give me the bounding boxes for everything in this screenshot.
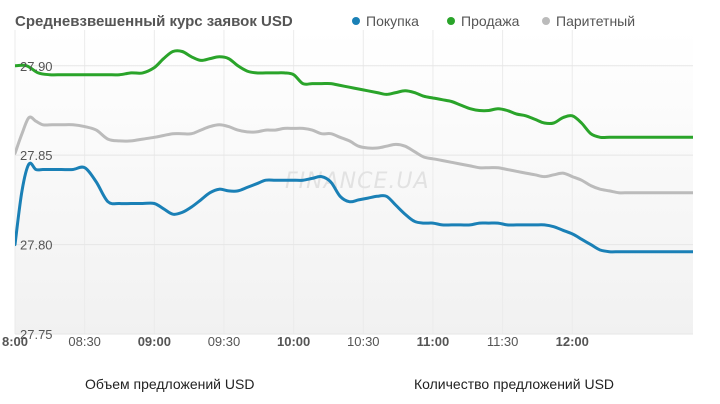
series-line-Продажа xyxy=(15,49,693,140)
x-axis: 8:00 08:30 09:00 09:30 10:00 10:30 11:00 11:30 1… xyxy=(2,334,589,349)
x-tick-label: 11:00 xyxy=(417,334,450,349)
x-tick-label: 8:00 xyxy=(2,334,28,349)
plot-area xyxy=(15,30,693,334)
y-tick-label: 27.80 xyxy=(20,238,53,253)
series-line-Покупка xyxy=(15,161,693,254)
legend-label[interactable]: Продажа xyxy=(461,13,520,29)
watermark: FINANCE.UA xyxy=(285,169,430,194)
x-tick-label: 09:30 xyxy=(208,334,241,349)
legend-marker[interactable] xyxy=(352,17,360,25)
x-tick-label: 08:30 xyxy=(68,334,101,349)
legend-label[interactable]: Покупка xyxy=(366,13,419,29)
y-tick-label: 27.85 xyxy=(20,148,53,163)
x-tick-label: 12:00 xyxy=(556,334,589,349)
y-tick-label: 27.75 xyxy=(20,327,53,342)
legend-label[interactable]: Паритетный xyxy=(556,13,635,29)
y-axis: 27.90 27.85 27.80 27.75 xyxy=(20,59,53,342)
volume-section-title: Объем предложений USD xyxy=(85,376,255,392)
x-tick-label: 11:30 xyxy=(487,334,519,349)
series-group xyxy=(15,49,693,254)
legend-marker[interactable] xyxy=(447,17,455,25)
series-line-Паритетный xyxy=(15,115,693,195)
legend-marker[interactable] xyxy=(542,17,550,25)
x-tick-label: 10:30 xyxy=(347,334,380,349)
x-tick-label: 10:00 xyxy=(277,334,310,349)
grid-lines xyxy=(14,30,693,335)
y-tick-label: 27.90 xyxy=(20,59,53,74)
chart-title: Средневзвешенный курс заявок USD xyxy=(15,13,293,30)
legend: Покупка Продажа Паритетный xyxy=(352,13,635,29)
x-tick-label: 09:00 xyxy=(138,334,171,349)
count-section-title: Количество предложений USD xyxy=(414,376,615,392)
